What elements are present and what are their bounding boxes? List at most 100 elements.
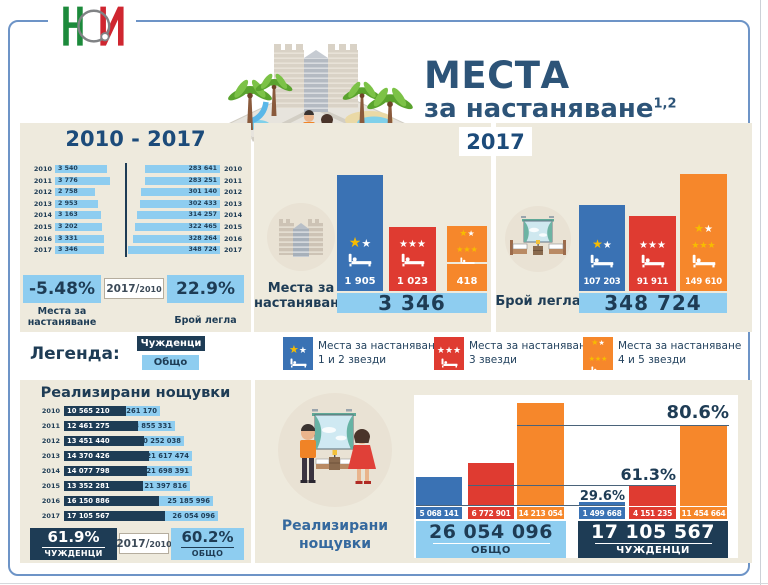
period-chart-divider: [125, 163, 127, 257]
nights-total-value: 25 185 996: [167, 496, 210, 505]
places-bar-1-2-stars: ★★ 1 905: [337, 175, 383, 291]
star-icons: ★★★: [691, 240, 716, 251]
places-value-4-5: 418: [456, 276, 478, 287]
nights-year: 2010: [41, 407, 60, 415]
nights-ratio-label: 2017/2010: [116, 533, 172, 554]
period-year-left: 2011: [33, 177, 52, 185]
foreign-bar-1-2-stars: [579, 502, 625, 506]
nights-total-value: 16 261 170: [114, 406, 157, 415]
year-2017-header: 2017: [459, 127, 532, 156]
period-beds-bar: 328 264: [133, 235, 220, 243]
places-chart-label: Места за настаняване: [254, 281, 348, 311]
period-year-left: 2012: [33, 188, 52, 196]
nights-total-band: 26 054 096 ОБЩО: [416, 521, 566, 558]
period-beds-bar: 322 465: [135, 223, 220, 231]
nights-icon-label: Реализирани нощувки: [281, 518, 389, 552]
period-places-bar: 3 540: [55, 165, 107, 173]
total-bar-1-2-stars: [416, 477, 462, 506]
nights-foreign-change-badge: 61.9% ЧУЖДЕНЦИ: [30, 528, 117, 560]
period-header: 2010 - 2017: [65, 127, 206, 151]
beds-value-4-5: 149 610: [684, 277, 723, 287]
period-year-left: 2010: [33, 165, 52, 173]
beds-bar-3-stars: ★★★ 91 911: [629, 216, 676, 291]
places-value-3: 1 023: [396, 276, 429, 287]
period-year-right: 2015: [224, 223, 243, 231]
period-places-bar: 3 776: [55, 177, 110, 185]
period-beds-bar: 283 251: [145, 177, 220, 185]
period-beds-bar: 283 641: [145, 165, 220, 173]
nights-foreign-bar: 13 451 440: [64, 436, 144, 446]
bed-icon: [290, 358, 307, 368]
nights-total-change-badge: 60.2% ОБЩО: [171, 528, 244, 560]
nights-total-bar: 13 352 281 21 397 816: [64, 481, 190, 491]
period-year-right: 2017: [224, 246, 243, 254]
nights-total-bar: 14 077 798 21 698 391: [64, 466, 192, 476]
total-bar-4-5-stars: [517, 403, 564, 506]
nights-total-bar: 13 451 440 20 252 038: [64, 436, 184, 446]
period-beds-value: 314 257: [188, 211, 217, 218]
period-places-value: 3 163: [58, 211, 78, 218]
beds-change-badge: 22.9%: [167, 275, 244, 303]
period-places-value: 3 346: [58, 246, 78, 253]
page-edge-line: [760, 0, 761, 585]
places-bar-3-stars: ★★★ 1 023: [389, 227, 436, 291]
star-icons: ★★★: [639, 239, 666, 251]
bed-icon: [348, 253, 372, 267]
nights-foreign-bar: 14 077 798: [64, 466, 147, 476]
beds-value-3: 91 911: [636, 277, 669, 287]
period-panel: 2010 - 2017 2010 3 540 283 641 2010 2011 3 77…: [20, 123, 251, 332]
total-value-3: 6 772 901: [468, 507, 514, 519]
period-places-value: 2 953: [58, 200, 78, 207]
nsi-logo: [48, 0, 136, 54]
legend-4-5-stars-icon: ★★ ★★★: [583, 337, 613, 375]
period-places-bar: 2 758: [55, 188, 95, 196]
period-year-right: 2016: [224, 235, 243, 243]
period-year-left: 2017: [33, 246, 52, 254]
period-year-left: 2013: [33, 200, 52, 208]
total-value-1-2: 5 068 141: [416, 507, 462, 519]
beds-total-band: 348 724: [579, 291, 727, 315]
nights-foreign-value: 17 105 567: [67, 511, 110, 520]
nights-foreign-bar: 16 150 886: [64, 496, 159, 506]
period-year-right: 2010: [224, 165, 243, 173]
page-subtitle: за настаняване1,2: [424, 94, 677, 124]
period-places-bar: 3 163: [55, 211, 101, 219]
beds-bar-4-5-stars: ★★ ★★★ 149 610: [680, 174, 727, 291]
nights-total-value: 21 698 391: [146, 466, 189, 475]
places-value-1-2: 1 905: [344, 276, 376, 287]
period-places-value: 3 202: [58, 223, 78, 230]
period-places-bar: 2 953: [55, 200, 98, 208]
bed-icon: [590, 366, 606, 375]
star-icons: ★★: [459, 228, 475, 239]
nights-foreign-value: 14 077 798: [67, 466, 110, 475]
nights-title: Реализирани нощувки: [40, 385, 231, 401]
period-year-right: 2014: [224, 211, 243, 219]
percent-line-29: [416, 505, 625, 506]
foreign-value-4-5: 11 454 664: [680, 507, 727, 519]
nights-foreign-value: 13 451 440: [67, 436, 110, 445]
nights-foreign-value: 16 150 886: [67, 496, 110, 505]
nights-year: 2015: [41, 482, 60, 490]
period-ratio-label: 2017/2010: [104, 278, 164, 299]
foreign-share-3: 61.3%: [620, 465, 676, 484]
period-beds-value: 301 140: [188, 188, 217, 195]
period-beds-value: 328 264: [188, 235, 217, 242]
nights-panel: Реализирани нощувки 2010 10 565 210 16 261…: [20, 380, 251, 563]
page-edge-line-bottom: [0, 583, 768, 584]
nights-foreign-band: 17 105 567 ЧУЖДЕНЦИ: [578, 521, 728, 558]
nights-total-bar: 14 370 426 21 617 474: [64, 451, 192, 461]
legend-badge-foreign: Чужденци: [137, 336, 205, 351]
period-places-value: 3 776: [58, 177, 78, 184]
nights-year: 2011: [41, 422, 60, 430]
period-beds-value: 283 251: [188, 177, 217, 184]
beds-bar-1-2-stars: ★★ 107 203: [579, 205, 625, 291]
building-icon: [267, 203, 335, 271]
period-beds-bar: 314 257: [137, 211, 220, 219]
footnote-marker: 1,2: [653, 96, 677, 112]
nights-foreign-value: 14 370 426: [67, 451, 110, 460]
period-places-value: 3 540: [58, 165, 78, 172]
foreign-share-1-2: 29.6%: [579, 489, 625, 504]
foreign-value-1-2: 1 499 668: [579, 507, 625, 519]
percent-line-61: [468, 485, 676, 486]
nights-foreign-value: 12 461 275: [67, 421, 110, 430]
